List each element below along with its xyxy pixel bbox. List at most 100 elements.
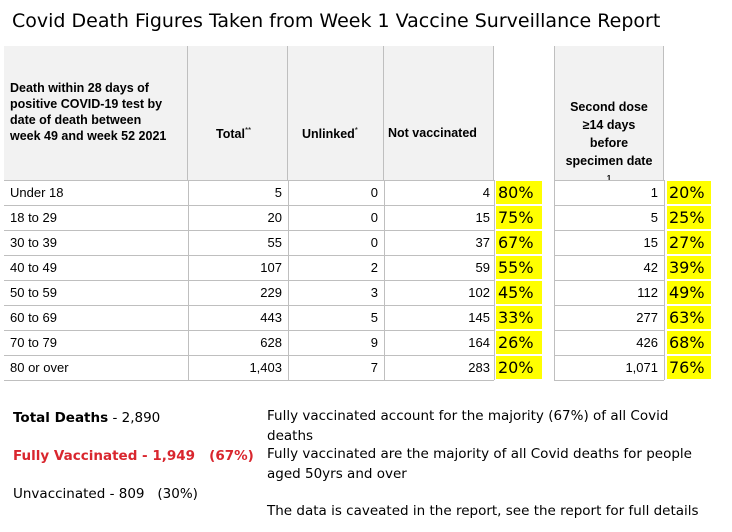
- unlinked-cell: 2: [370, 260, 378, 275]
- unlinked-cell: 3: [370, 285, 378, 300]
- unlinked-cell: 0: [370, 210, 378, 225]
- table-row: 18 to 29 20 0 15 75% 5 25%: [4, 205, 711, 230]
- total-cell: 5: [274, 185, 282, 200]
- age-cell: 40 to 49: [10, 260, 57, 275]
- header-line: specimen date 1: [555, 152, 663, 191]
- not-vaccinated-cell: 59: [475, 260, 490, 275]
- age-cell: 70 to 79: [10, 335, 57, 350]
- table-row: 60 to 69 443 5 145 33% 277 63%: [4, 305, 711, 330]
- header-not-vaccinated: Not vaccinated: [384, 46, 494, 180]
- second-dose-cell: 15: [643, 235, 658, 250]
- header-total: Total**: [188, 46, 288, 180]
- second-dose-cell: 5: [650, 210, 658, 225]
- second-dose-percent: 25%: [667, 206, 711, 229]
- unlinked-cell: 0: [370, 235, 378, 250]
- total-cell: 628: [260, 335, 282, 350]
- table-row: Under 18 5 0 4 80% 1 20%: [4, 180, 711, 205]
- note-age-50: Fully vaccinated are the majority of all…: [267, 446, 692, 482]
- header-line-text: specimen date: [565, 154, 653, 168]
- second-dose-percent: 76%: [667, 356, 711, 379]
- total-deaths-value: - 2,890: [108, 410, 161, 426]
- table-row: 30 to 39 55 0 37 67% 15 27%: [4, 230, 711, 255]
- header-line: before: [589, 136, 629, 150]
- row-divider: [4, 280, 494, 281]
- second-dose-percent: 20%: [667, 181, 711, 204]
- total-deaths-label: Total Deaths: [13, 410, 109, 426]
- header-second-dose-sup: 1: [606, 174, 612, 183]
- age-cell: 30 to 39: [10, 235, 57, 250]
- second-dose-cell: 1: [650, 185, 658, 200]
- not-vaccinated-percent: 75%: [496, 206, 542, 229]
- header-unlinked-label: Unlinked: [302, 127, 355, 142]
- age-cell: 18 to 29: [10, 210, 57, 225]
- not-vaccinated-percent: 26%: [496, 331, 542, 354]
- row-divider: [554, 330, 664, 331]
- not-vaccinated-cell: 37: [475, 235, 490, 250]
- unlinked-cell: 7: [370, 360, 378, 375]
- header-total-sup: **: [244, 126, 252, 135]
- table-row: 80 or over 1,403 7 283 20% 1,071 76%: [4, 355, 711, 380]
- header-line: positive COVID-19 test by: [10, 97, 163, 111]
- table-row: 50 to 59 229 3 102 45% 112 49%: [4, 280, 711, 305]
- table-row: 70 to 79 628 9 164 26% 426 68%: [4, 330, 711, 355]
- age-cell: 60 to 69: [10, 310, 57, 325]
- row-divider: [4, 330, 494, 331]
- header-line: Second dose: [570, 100, 648, 114]
- not-vaccinated-cell: 164: [468, 335, 490, 350]
- header-line: Death within 28 days of: [10, 81, 149, 95]
- second-dose-cell: 426: [636, 335, 658, 350]
- not-vaccinated-percent: 55%: [496, 256, 542, 279]
- second-dose-percent: 68%: [667, 331, 711, 354]
- fully-vaccinated-summary: Fully Vaccinated - 1,949 (67%): [13, 448, 254, 464]
- not-vaccinated-percent: 20%: [496, 356, 542, 379]
- page-title: Covid Death Figures Taken from Week 1 Va…: [12, 10, 661, 32]
- table-bottom-border: [554, 380, 664, 381]
- unlinked-cell: 0: [370, 185, 378, 200]
- row-divider: [4, 355, 494, 356]
- second-dose-percent: 63%: [667, 306, 711, 329]
- column-divider: [494, 180, 495, 380]
- second-dose-cell: 1,071: [625, 360, 658, 375]
- table-bottom-border: [4, 380, 494, 381]
- age-cell: Under 18: [10, 185, 64, 200]
- second-dose-cell: 277: [636, 310, 658, 325]
- header-line: date of death between: [10, 113, 142, 127]
- unlinked-cell: 9: [370, 335, 378, 350]
- not-vaccinated-percent: 80%: [496, 181, 542, 204]
- age-cell: 80 or over: [10, 360, 69, 375]
- row-divider: [554, 355, 664, 356]
- header-total-label: Total: [216, 127, 245, 142]
- row-divider: [554, 205, 664, 206]
- total-cell: 1,403: [249, 360, 282, 375]
- row-divider: [554, 255, 664, 256]
- table-row: 40 to 49 107 2 59 55% 42 39%: [4, 255, 711, 280]
- not-vaccinated-cell: 102: [468, 285, 490, 300]
- note-caveat: The data is caveated in the report, see …: [267, 503, 699, 519]
- total-cell: 443: [260, 310, 282, 325]
- not-vaccinated-cell: 4: [482, 185, 490, 200]
- total-cell: 107: [260, 260, 282, 275]
- row-divider: [4, 255, 494, 256]
- second-dose-percent: 49%: [667, 281, 711, 304]
- row-divider: [4, 305, 494, 306]
- row-divider: [4, 180, 494, 181]
- note-majority: Fully vaccinated account for the majorit…: [267, 408, 669, 444]
- not-vaccinated-cell: 15: [475, 210, 490, 225]
- second-dose-percent: 27%: [667, 231, 711, 254]
- header-death-within: Death within 28 days of positive COVID-1…: [4, 46, 188, 180]
- row-divider: [554, 180, 664, 181]
- total-deaths: Total Deaths - 2,890: [13, 410, 160, 426]
- second-dose-cell: 112: [637, 285, 658, 300]
- header-line: week 49 and week 52 2021: [10, 129, 167, 143]
- unlinked-cell: 5: [370, 310, 378, 325]
- second-dose-cell: 42: [643, 260, 658, 275]
- header-unlinked: Unlinked*: [288, 46, 384, 180]
- total-cell: 55: [267, 235, 282, 250]
- total-cell: 229: [260, 285, 282, 300]
- unvaccinated-summary: Unvaccinated - 809 (30%): [13, 486, 198, 502]
- row-divider: [554, 280, 664, 281]
- not-vaccinated-percent: 67%: [496, 231, 542, 254]
- second-dose-percent: 39%: [667, 256, 711, 279]
- header-second-dose: Second dose ≥14 days before specimen dat…: [554, 46, 664, 183]
- total-cell: 20: [267, 210, 282, 225]
